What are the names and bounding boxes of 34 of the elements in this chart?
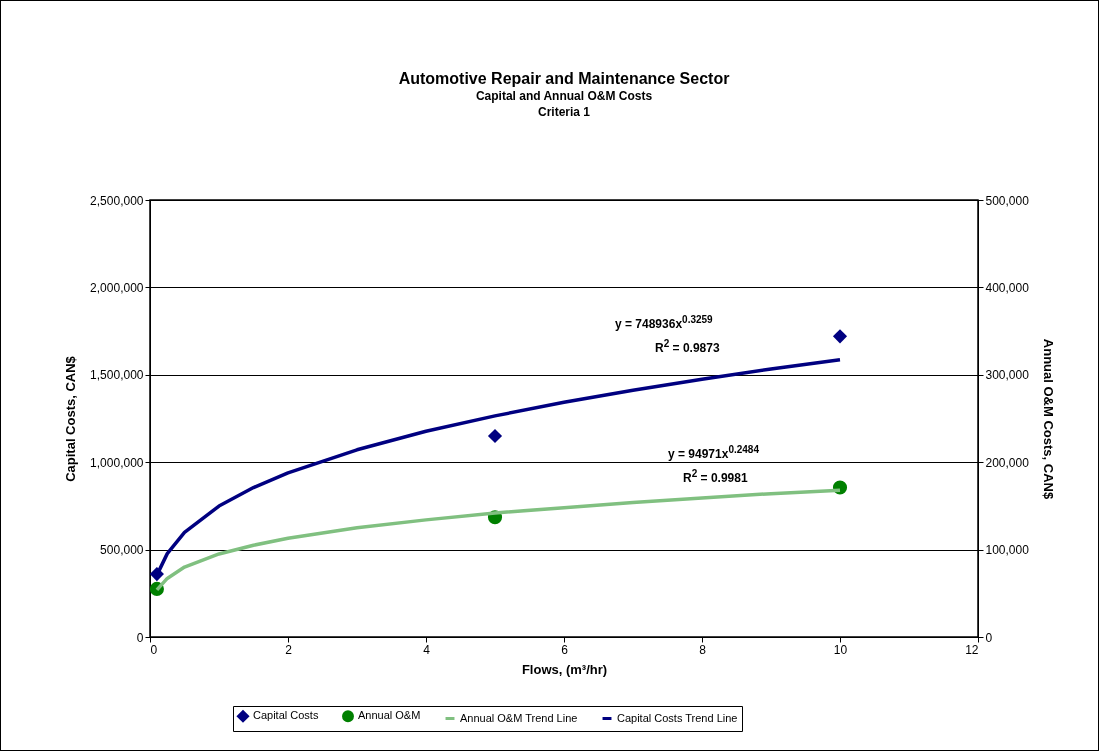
y2-tick-label: 300,000 [985, 368, 1030, 383]
y-tick-label: 500,000 [100, 543, 144, 558]
x-tick-label: 12 [965, 642, 979, 657]
y2-tick-label: 100,000 [985, 543, 1030, 558]
annotation: R$^{2}$ = 0.9873 [655, 338, 720, 355]
annotation: R$^{2}$ = 0.9981 [683, 468, 748, 485]
x-tick-label: 0 [150, 642, 158, 657]
legend-label: Capital Costs Trend Line [617, 711, 738, 724]
annotation: y = 94971x$^{0.2484}$ [668, 444, 759, 461]
y2-tick-label: 200,000 [985, 455, 1030, 470]
y-axis-title: Capital Costs, CAN$ [63, 355, 79, 482]
x-axis-title: Flows, (m³/hr) [521, 661, 608, 677]
y-tick-label: 2,000,000 [90, 280, 144, 295]
x-tick-label: 10 [833, 642, 848, 657]
y2-tick-label: 0 [985, 630, 993, 645]
x-tick-label: 4 [423, 642, 431, 657]
point [487, 428, 503, 444]
x-tick-label: 2 [285, 642, 293, 657]
chart-subtitle: Capital and Annual O&M Costs Criteria 1 [475, 89, 653, 119]
y-tick-label: 2,500,000 [90, 193, 144, 208]
x-tick-label: 6 [561, 642, 569, 657]
y2-tick-label: 500,000 [985, 193, 1030, 208]
legend-label: Annual O&M [358, 709, 421, 722]
annotation: y = 748936x$^{0.3259}$ [615, 314, 713, 331]
y-tick-label: 1,500,000 [90, 368, 144, 383]
y2-tick-label: 400,000 [985, 280, 1030, 295]
y-tick-label: 1,000,000 [90, 455, 144, 470]
x-tick-label: 8 [699, 642, 707, 657]
y2-axis-title: Annual O&M Costs, CAN$ [1040, 338, 1056, 500]
legend-label: Annual O&M Trend Line [460, 711, 578, 724]
legend-label: Capital Costs [253, 709, 319, 722]
chart-title: Automotive Repair and Maintenance Sector [398, 70, 730, 87]
point [832, 329, 848, 344]
y-tick-label: 0 [136, 630, 144, 645]
